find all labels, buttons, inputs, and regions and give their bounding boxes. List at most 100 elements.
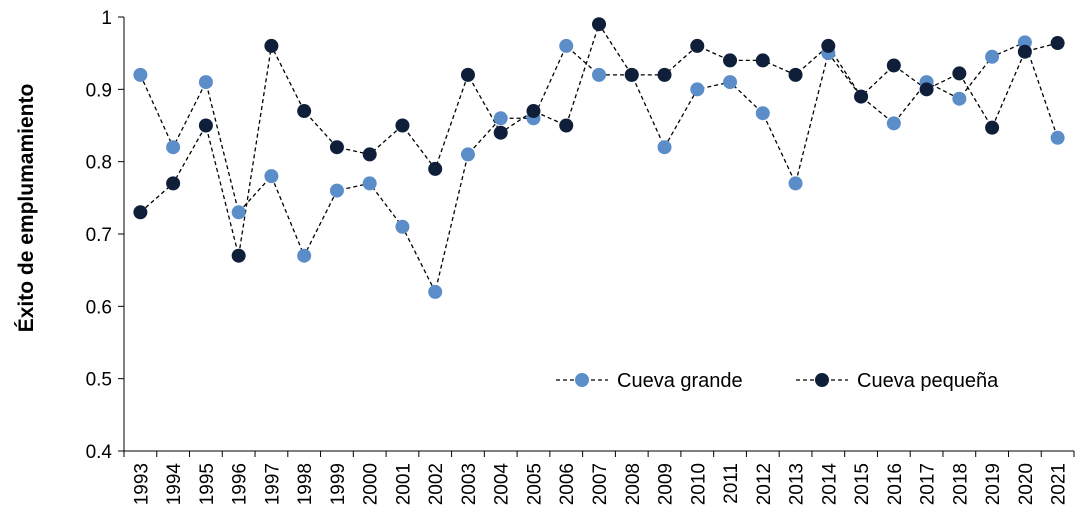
data-point [592,17,606,32]
x-tick-label: 2010 [688,463,709,505]
legend-label: Cueva pequeña [857,370,999,392]
data-point [788,67,803,82]
data-point [395,118,410,133]
x-tick-label: 2007 [590,463,611,505]
data-point [264,38,279,53]
data-point [198,75,213,90]
data-point [493,111,508,126]
x-tick-label: 2003 [459,463,480,505]
data-point [264,169,279,184]
data-point [821,38,836,53]
data-point [526,104,541,119]
x-tick-label: 2021 [1049,463,1070,505]
data-point [395,219,410,234]
data-point [166,176,181,191]
x-tick-label: 2005 [524,463,545,505]
data-point [329,183,344,198]
legend-label: Cueva grande [617,370,743,392]
data-point [755,106,770,121]
data-point [657,140,672,155]
data-point [362,147,377,162]
series-cueva-pequena [139,22,1058,256]
data-point [723,53,738,68]
data-point [460,147,475,162]
data-point [952,91,967,106]
tick-labels: 0.4 0.5 0.6 0.7 0.8 0.9 1 1993 1994 1995 1996 1997 1… [86,8,1075,506]
series-markers-0 [133,35,1065,299]
x-tick-label: 2008 [623,463,644,505]
data-point [559,118,574,133]
data-point [166,140,181,155]
data-point [1050,36,1065,51]
data-point [788,176,803,191]
data-point [886,58,901,73]
data-point [198,118,213,133]
y-axis-title: Éxito de emplumamiento [15,84,38,333]
x-tick-label: 2006 [557,463,578,505]
data-point [460,67,475,82]
x-tick-label: 2020 [1016,463,1037,505]
data-point [428,161,443,176]
data-point [493,125,508,140]
legend: Cueva grande Cueva pequeña [556,370,999,392]
legend-entry: Cueva grande [556,370,743,392]
data-point [952,66,967,81]
x-tick-label: 2019 [983,463,1004,505]
series-markers-1 [133,17,1065,263]
x-tick-label: 1996 [230,463,251,505]
x-tick-label: 2002 [426,463,447,505]
data-point [854,89,869,104]
legend-marker [815,373,829,387]
legend-entry: Cueva pequeña [796,370,999,392]
data-point [624,67,639,82]
data-point [133,205,148,220]
data-point [985,49,1000,64]
y-tick-label: 1 [101,8,112,29]
x-tick-label: 1997 [262,463,283,505]
data-point [886,116,901,131]
data-point [592,67,606,82]
data-point [1050,130,1065,145]
x-tick-label: 2000 [361,463,382,505]
data-point [919,82,934,97]
y-tick-label: 0.5 [86,370,112,391]
data-point [329,140,344,155]
data-point [657,67,672,82]
y-tick-label: 0.6 [86,297,112,318]
x-tick-label: 2009 [656,463,677,505]
x-tick-label: 2015 [852,463,873,505]
y-tick-label: 0.7 [86,225,112,246]
data-point [1017,44,1032,59]
data-point [690,38,705,53]
x-tick-label: 1994 [164,463,185,506]
data-point [297,104,312,119]
y-tick-label: 0.9 [86,80,112,101]
x-tick-label: 2011 [721,463,742,504]
y-tick-label: 0.4 [86,442,113,463]
data-point [231,205,246,220]
data-point [428,284,443,299]
data-point [362,176,377,191]
data-point [297,248,312,263]
data-point [985,120,1000,135]
x-tick-label: 2017 [918,463,939,505]
data-point [690,82,705,97]
data-point [133,67,148,82]
data-point [559,38,574,53]
x-tick-label: 2001 [393,463,414,505]
series-layer [133,17,1065,299]
x-tick-label: 2018 [950,463,971,505]
data-point [755,53,770,68]
x-tick-label: 2013 [787,463,808,505]
data-point [231,248,246,263]
x-tick-label: 2004 [492,463,513,506]
x-tick-label: 2012 [754,463,775,505]
legend-marker [575,373,589,387]
x-tick-label: 2014 [819,463,840,506]
x-tick-label: 2016 [885,463,906,505]
x-tick-label: 1999 [328,463,349,505]
x-tick-label: 1998 [295,463,316,505]
series-line [139,22,1058,256]
x-tick-label: 1993 [131,463,152,505]
y-tick-label: 0.8 [86,153,112,174]
